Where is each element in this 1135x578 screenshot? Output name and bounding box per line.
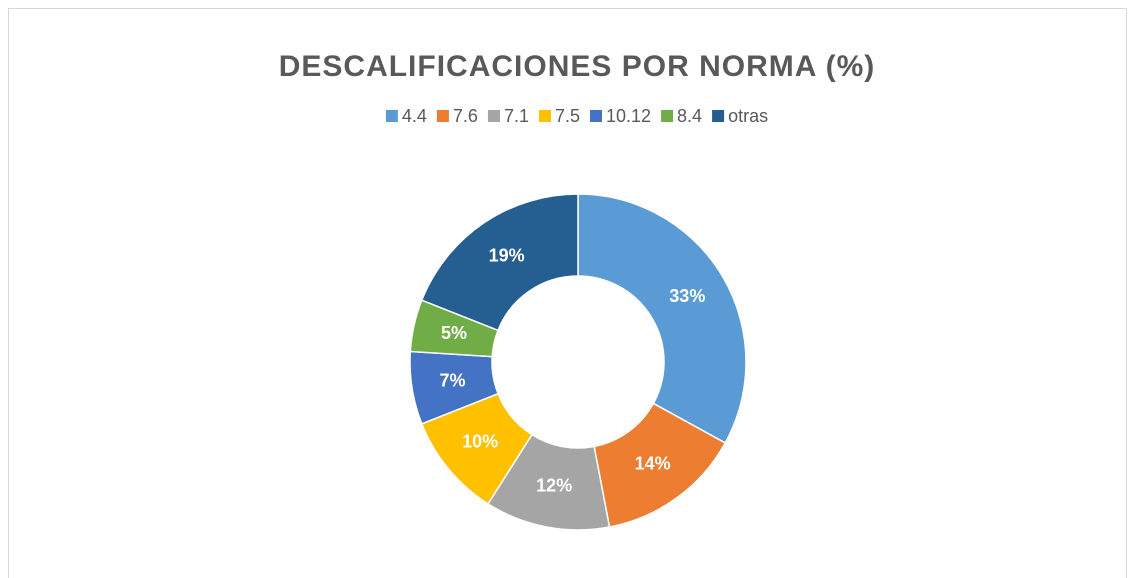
data-label: 14% — [635, 453, 671, 473]
legend-swatch — [712, 110, 725, 122]
legend-swatch — [590, 110, 603, 122]
donut-slice — [577, 193, 747, 444]
legend-label: 7.1 — [504, 106, 529, 126]
legend-swatch — [436, 110, 449, 122]
data-label: 10% — [462, 432, 498, 452]
legend-label: 7.6 — [453, 106, 478, 126]
legend-label: 10.12 — [606, 106, 651, 126]
data-label: 5% — [441, 323, 467, 343]
data-label: 33% — [669, 286, 705, 306]
data-label: 19% — [489, 246, 525, 266]
donut-slice — [420, 193, 579, 332]
legend-label: otras — [728, 106, 768, 126]
data-label: 7% — [440, 371, 466, 391]
legend-swatch — [487, 110, 500, 122]
legend-swatch — [661, 110, 674, 122]
legend-swatch — [385, 110, 398, 122]
data-label: 12% — [536, 476, 572, 496]
legend: 4.4 7.6 7.1 7.5 10.12 8.4 otras — [385, 106, 768, 126]
legend-label: 8.4 — [677, 106, 702, 126]
legend-label: 4.4 — [402, 106, 427, 126]
legend-swatch — [538, 110, 551, 122]
chart-title: DESCALIFICACIONES POR NORMA (%) — [279, 50, 876, 83]
legend-label: 7.5 — [555, 106, 580, 126]
